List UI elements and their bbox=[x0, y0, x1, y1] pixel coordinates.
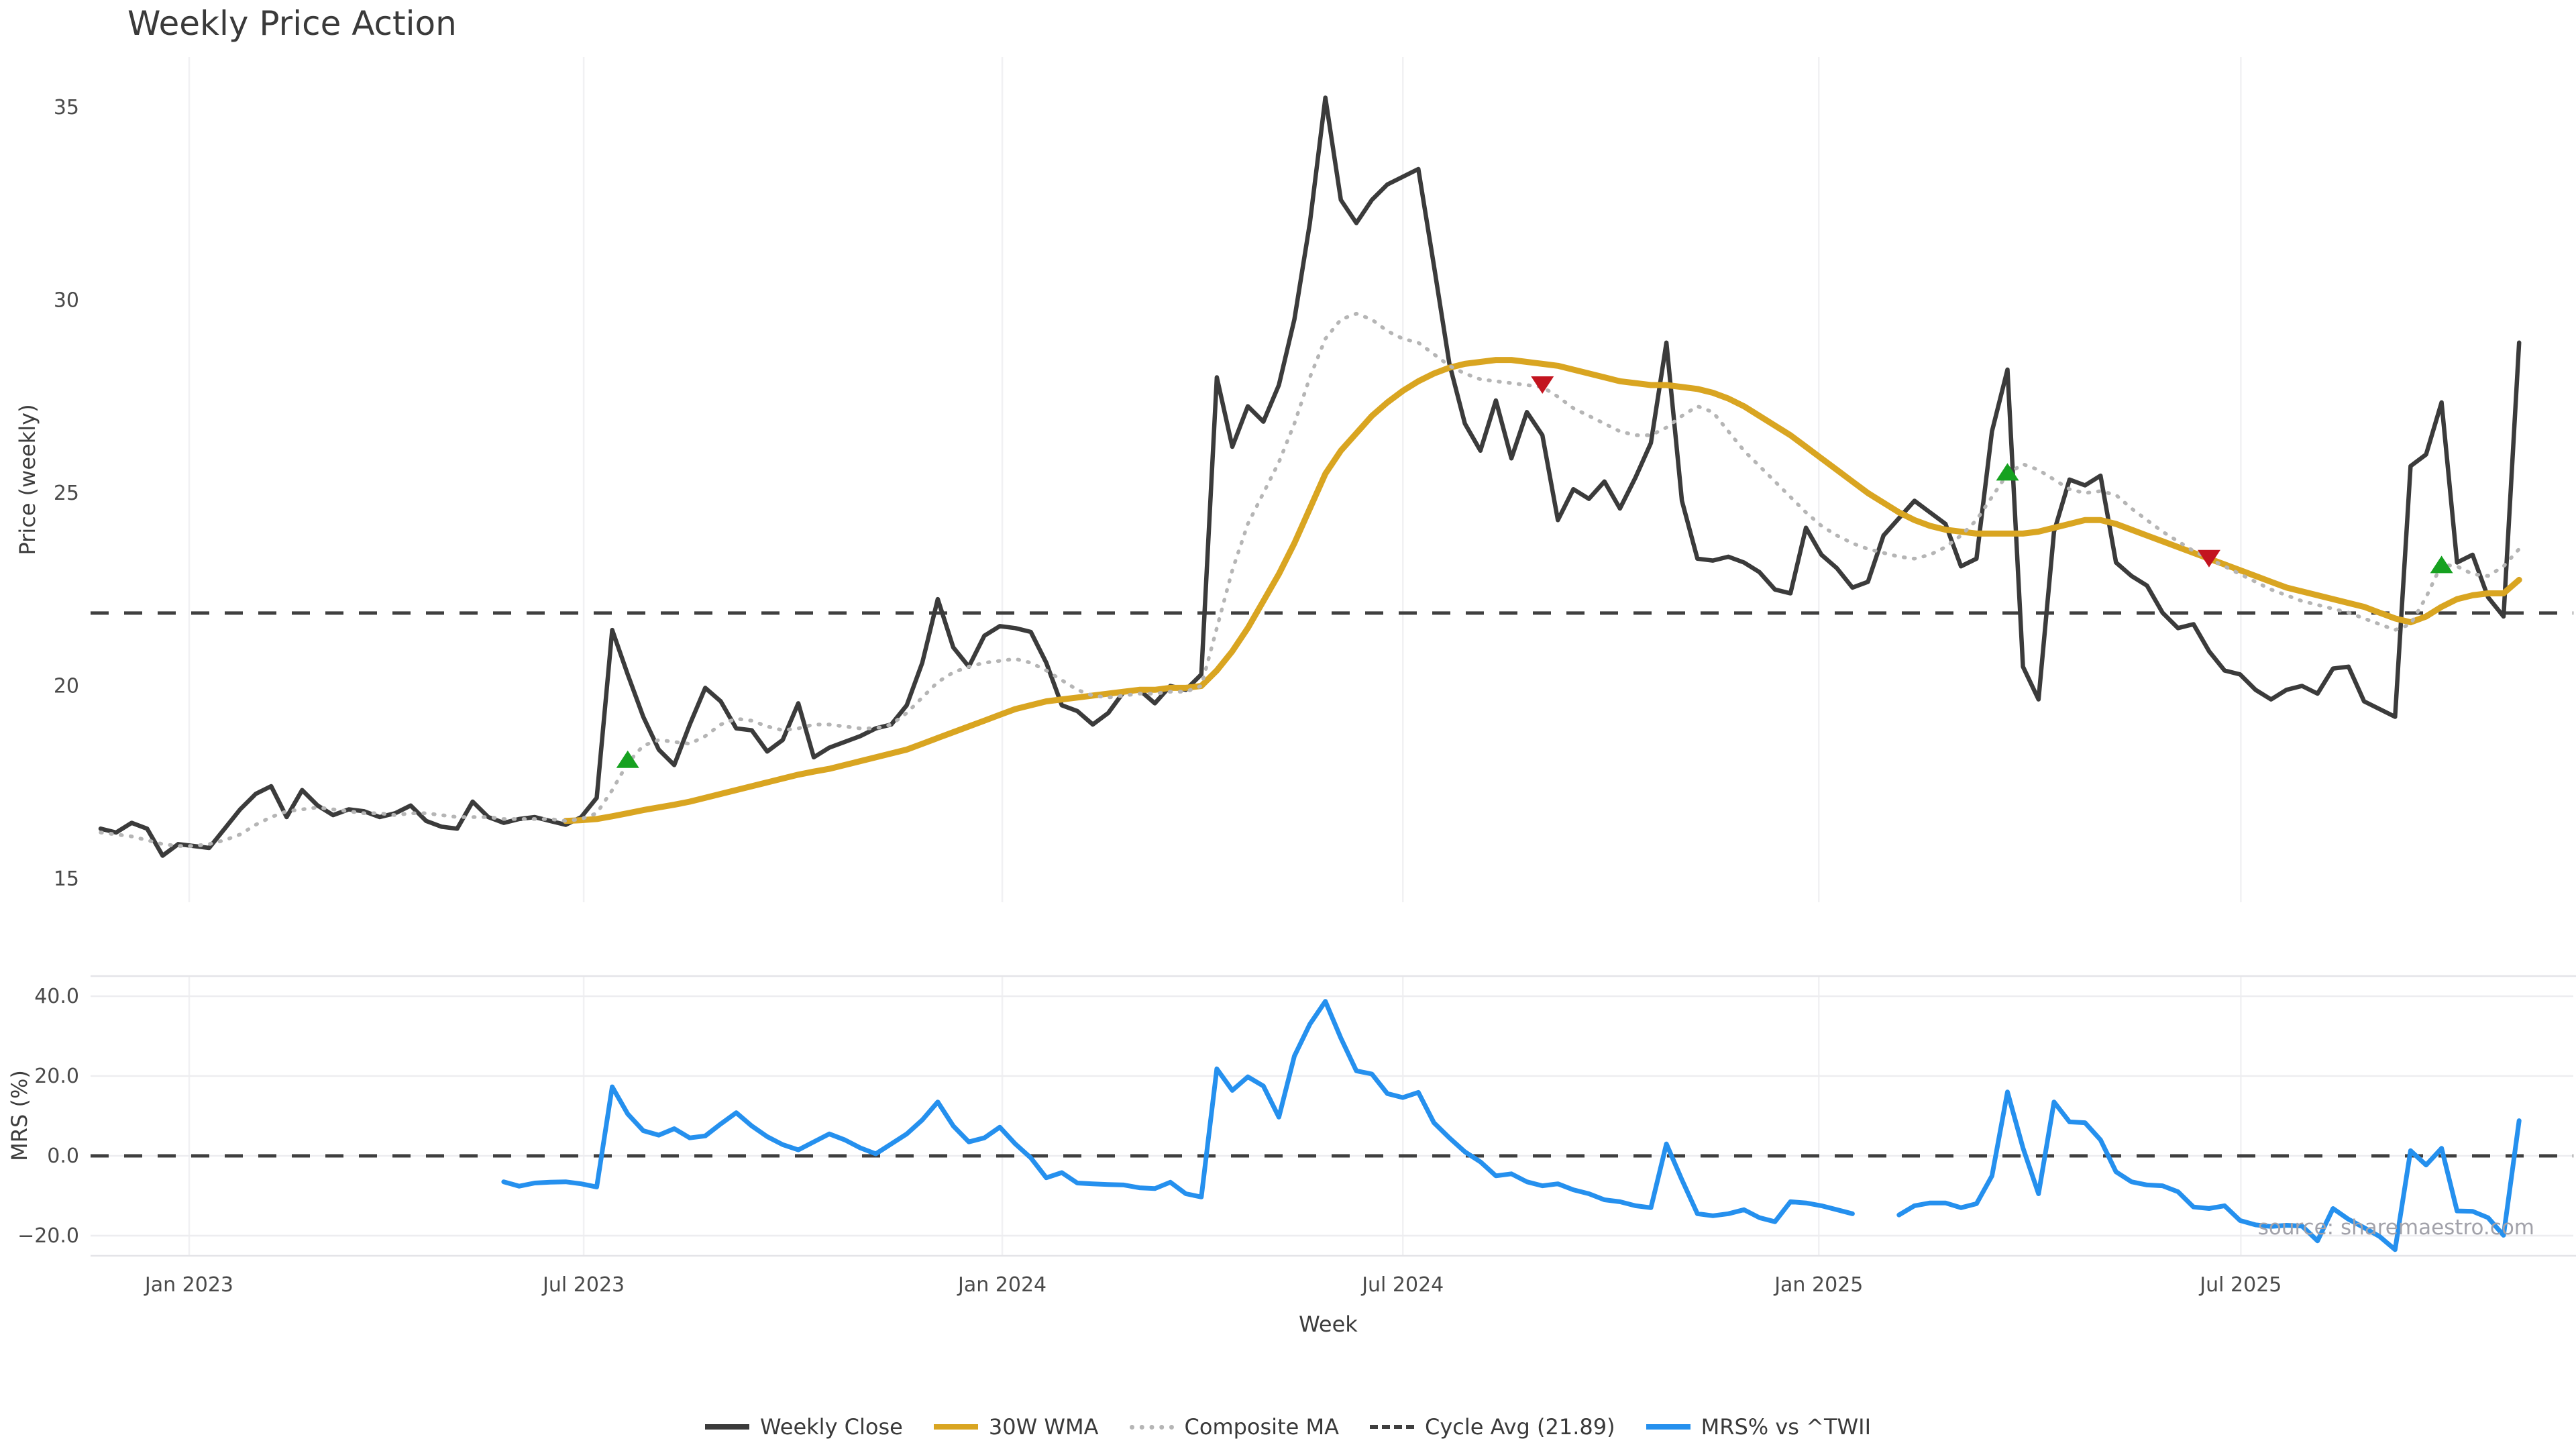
legend-item-mrs-vs-twii: MRS% vs ^TWII bbox=[1646, 1414, 1871, 1440]
mrs-y-tick-label: 0.0 bbox=[47, 1144, 79, 1168]
legend-item-cycle-avg-21-89-: Cycle Avg (21.89) bbox=[1369, 1414, 1615, 1440]
x-tick-label: Jul 2025 bbox=[2198, 1273, 2282, 1297]
x-tick-label: Jan 2024 bbox=[957, 1273, 1046, 1297]
legend-swatch bbox=[933, 1424, 978, 1430]
mrs-y-tick-label: −20.0 bbox=[17, 1224, 79, 1248]
30w-wma-line bbox=[562, 357, 2522, 824]
weekly-close-line bbox=[98, 95, 2522, 858]
sell-signal-marker bbox=[1531, 376, 1554, 394]
gridlines bbox=[91, 57, 2573, 1256]
page-title: Weekly Price Action bbox=[127, 4, 457, 43]
legend-swatch bbox=[705, 1424, 749, 1430]
tick-labels: Jan 2023 Jul 2023 Jan 2024 Jul 2024 Jan 2025… bbox=[17, 96, 2282, 1297]
panel-borders bbox=[91, 975, 2576, 1257]
mrs-vs-twii-line bbox=[1896, 1089, 2522, 1252]
x-tick-label: Jul 2024 bbox=[1360, 1273, 1444, 1297]
price-axis-label: Price (weekly) bbox=[15, 404, 40, 555]
mrs-vs-twii-line bbox=[501, 999, 1855, 1224]
mrs-y-tick-label: 20.0 bbox=[34, 1065, 79, 1088]
legend-label: Cycle Avg (21.89) bbox=[1424, 1414, 1615, 1440]
price-y-tick-label: 15 bbox=[54, 867, 79, 891]
chart-legend: Weekly Close 30W WMA Composite MA Cycle Avg… bbox=[0, 1414, 2576, 1440]
x-tick-label: Jan 2023 bbox=[144, 1273, 233, 1297]
legend-item-30w-wma: 30W WMA bbox=[933, 1414, 1099, 1440]
buy-signal-marker bbox=[1996, 463, 2019, 481]
source-watermark: source: sharemaestro.com bbox=[2257, 1216, 2534, 1240]
reference-lines bbox=[91, 611, 2573, 1158]
price-y-tick-label: 35 bbox=[54, 96, 79, 119]
price-y-tick-label: 25 bbox=[54, 482, 79, 505]
legend-item-composite-ma: Composite MA bbox=[1129, 1414, 1339, 1440]
legend-label: Composite MA bbox=[1184, 1414, 1339, 1440]
x-tick-label: Jul 2023 bbox=[541, 1273, 625, 1297]
price-y-tick-label: 30 bbox=[54, 289, 79, 313]
legend-label: MRS% vs ^TWII bbox=[1701, 1414, 1871, 1440]
price-y-tick-label: 20 bbox=[54, 675, 79, 698]
legend-swatch bbox=[1369, 1425, 1414, 1429]
legend-label: 30W WMA bbox=[988, 1414, 1099, 1440]
mrs-y-tick-label: 40.0 bbox=[34, 985, 79, 1008]
sell-signal-marker bbox=[2197, 549, 2220, 568]
composite-ma-line bbox=[99, 311, 2521, 848]
buy-signal-marker bbox=[2430, 555, 2453, 574]
x-tick-label: Jan 2025 bbox=[1773, 1273, 1863, 1297]
legend-swatch bbox=[1646, 1424, 1690, 1430]
legend-item-weekly-close: Weekly Close bbox=[705, 1414, 903, 1440]
signal-markers bbox=[616, 376, 2453, 768]
x-axis-label: Week bbox=[1299, 1311, 1358, 1337]
data-series bbox=[98, 95, 2522, 1252]
legend-swatch bbox=[1129, 1424, 1174, 1430]
legend-label: Weekly Close bbox=[760, 1414, 903, 1440]
mrs-axis-label: MRS (%) bbox=[7, 1070, 32, 1161]
buy-signal-marker bbox=[616, 750, 639, 768]
